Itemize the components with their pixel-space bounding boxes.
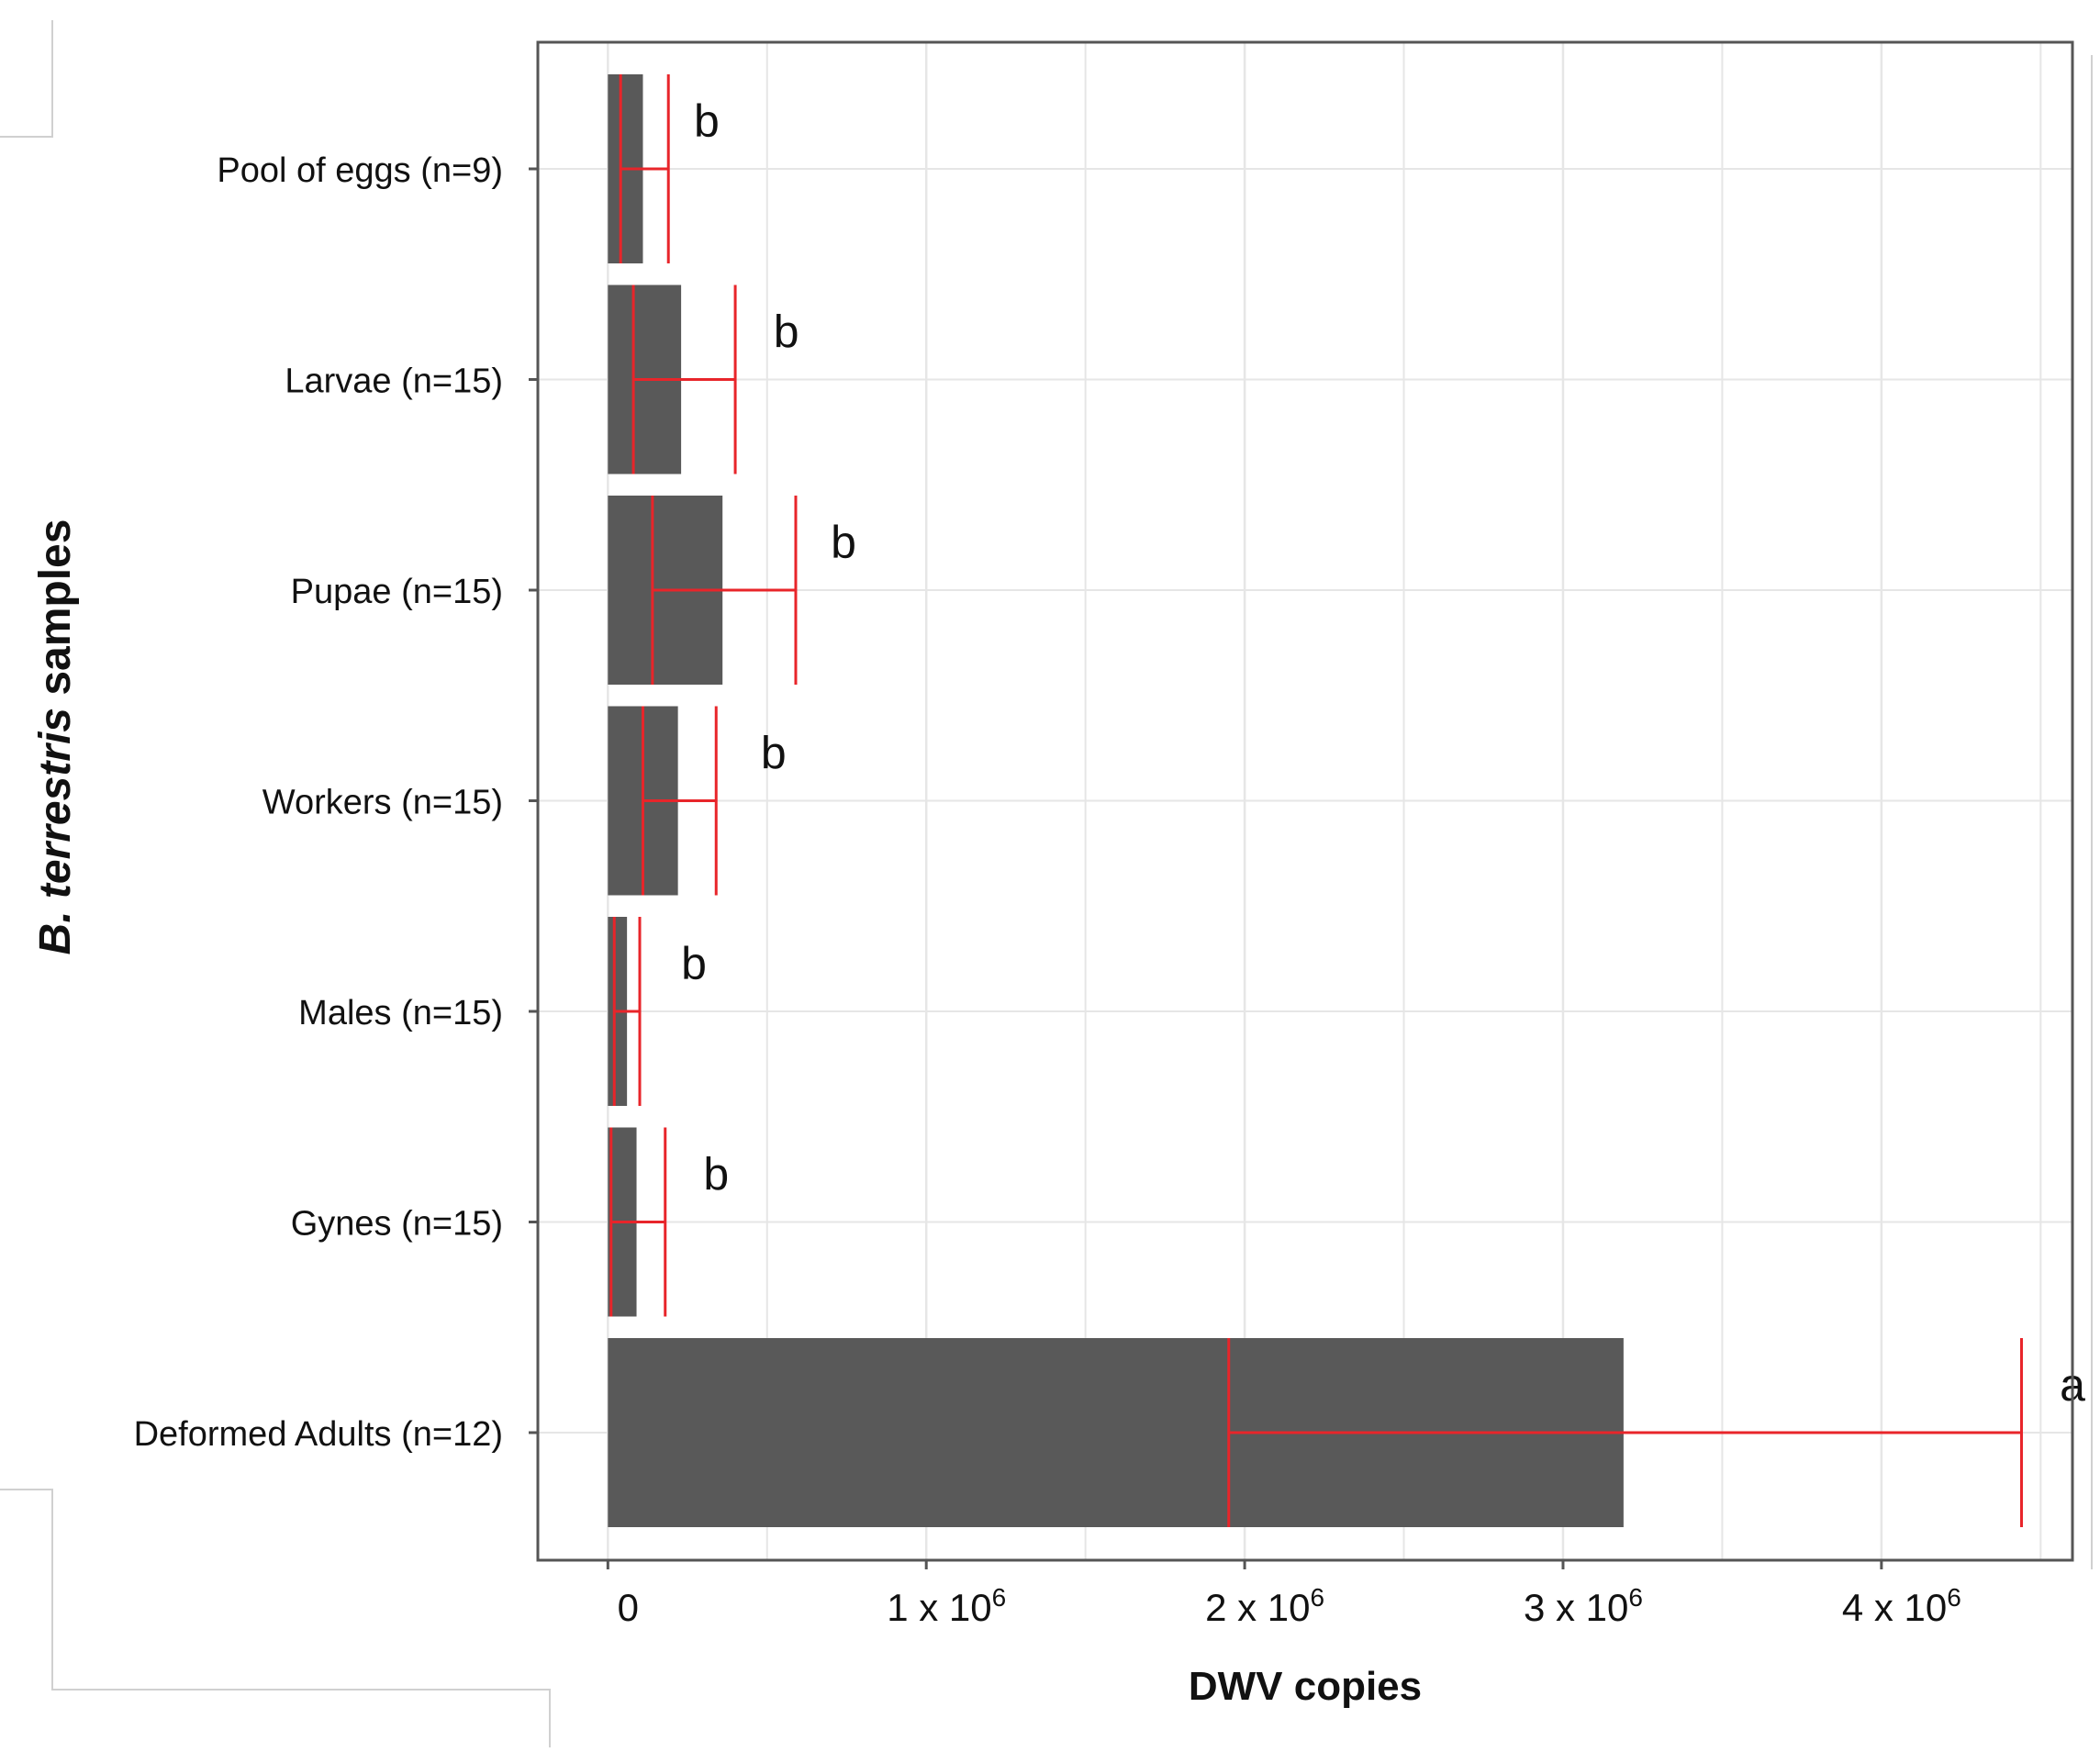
crop-mark-bottom-right (549, 1689, 551, 1747)
significance-letter-2: b (831, 517, 856, 568)
crop-mark-bottom-tab (0, 1489, 53, 1490)
y-tick-label-1: Larvae (n=15) (285, 363, 503, 401)
crop-mark-top-vertical (51, 20, 53, 138)
crop-mark-bottom-horizontal (51, 1689, 551, 1691)
y-axis-title: B. terrestris samples (31, 519, 80, 955)
x-tick-label-exponent: 6 (1947, 1583, 1961, 1612)
significance-letter-4: b (681, 938, 707, 989)
y-tick-label-5: Gynes (n=15) (291, 1205, 503, 1244)
y-axis-title-rest: samples (31, 519, 80, 708)
significance-letter-1: b (774, 307, 799, 358)
x-tick-label-3: 3 x 106 (1524, 1583, 1643, 1629)
y-tick-label-6: Deformed Adults (n=12) (134, 1415, 503, 1454)
crop-mark-right-edge (2091, 55, 2093, 1569)
crop-mark-bottom-vertical (51, 1489, 53, 1691)
y-tick-label-4: Males (n=15) (298, 994, 503, 1032)
x-tick-label-0: 0 (618, 1586, 639, 1629)
x-tick-label-4: 4 x 106 (1842, 1583, 1961, 1629)
x-tick-label-exponent: 6 (1628, 1583, 1643, 1612)
y-axis-title-species: B. terrestris (31, 708, 80, 954)
significance-letter-0: b (694, 95, 720, 147)
significance-letter-5: b (703, 1149, 729, 1200)
y-tick-label-2: Pupae (n=15) (291, 573, 503, 611)
x-tick-label-2: 2 x 106 (1205, 1583, 1324, 1629)
x-tick-label-exponent: 6 (1311, 1583, 1325, 1612)
significance-letter-3: b (761, 728, 787, 779)
y-tick-label-3: Workers (n=15) (262, 784, 503, 822)
crop-mark-top-horizontal (0, 136, 53, 138)
x-axis-title: DWV copies (1189, 1664, 1422, 1709)
x-tick-label-1: 1 x 106 (887, 1583, 1006, 1629)
x-tick-label-exponent: 6 (992, 1583, 1007, 1612)
y-tick-label-0: Pool of eggs (n=9) (217, 151, 503, 190)
